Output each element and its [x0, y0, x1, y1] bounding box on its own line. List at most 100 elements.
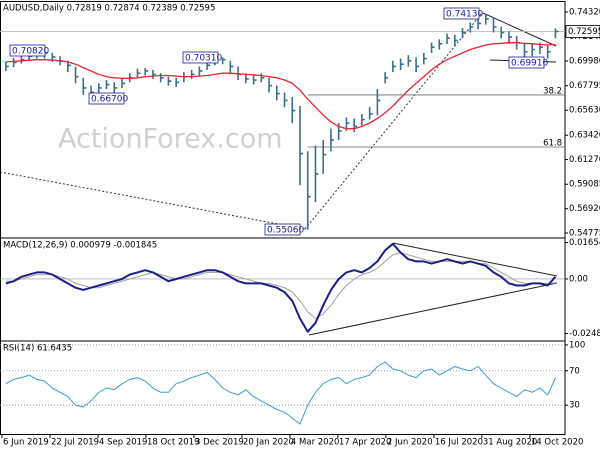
trend-line — [308, 282, 558, 336]
x-tick-label: 22 Jul 2019 — [51, 438, 99, 448]
ohlc-bar — [113, 82, 118, 93]
ohlc-bar — [453, 34, 458, 47]
y-tick-label: 30 — [569, 401, 580, 411]
ohlc-bar — [322, 139, 327, 174]
x-tick-label: 18 Oct 2019 — [147, 438, 200, 448]
ohlc-bar — [283, 92, 288, 108]
rsi-title: RSI(14) 61.6435 — [3, 344, 72, 354]
ohlc-bar — [221, 57, 226, 65]
x-tick-label: 20 Jan 2020 — [243, 438, 294, 448]
y-tick-label: 0.54775 — [569, 228, 600, 238]
ohlc-bar — [229, 60, 234, 75]
ohlc-bar — [500, 26, 505, 39]
ohlc-bar — [306, 151, 311, 230]
x-tick-label: 3 Dec 2019 — [195, 438, 244, 448]
y-tick-label: 0.59085 — [569, 180, 600, 190]
x-tick-label: 6 Jun 2019 — [3, 438, 49, 448]
ohlc-bar — [314, 145, 319, 203]
ohlc-bar — [423, 52, 427, 65]
annotation: 0.70820 — [12, 47, 49, 57]
macd-line — [5, 242, 557, 333]
x-tick-label: 31 Aug 2020 — [483, 438, 537, 448]
ohlc-bar — [361, 113, 365, 126]
trend-line — [482, 12, 557, 47]
y-tick-label: 0.01654 — [569, 238, 600, 248]
chart-title: AUDUSD,Daily 0.72819 0.72874 0.72389 0.7… — [3, 4, 215, 14]
price-bars — [5, 14, 559, 230]
fibo-label: 61.8 — [543, 138, 562, 148]
ohlc-bar — [167, 76, 172, 86]
ohlc-bar — [299, 106, 303, 186]
ohlc-bar — [438, 39, 443, 50]
ohlc-bar — [260, 73, 265, 83]
ohlc-bar — [198, 66, 203, 76]
ohlc-bar — [152, 69, 156, 79]
last-price-label: 0.72595 — [568, 27, 600, 37]
ohlc-bar — [508, 31, 512, 44]
last-price-box — [565, 25, 600, 38]
annotation: 0.55060 — [267, 226, 304, 236]
ohlc-bar — [399, 58, 404, 70]
ohlc-bar — [430, 42, 435, 53]
ohlc-bar — [477, 18, 482, 30]
ohlc-bar — [67, 60, 71, 73]
ohlc-bar — [12, 57, 17, 68]
frame — [0, 1, 566, 435]
annotation-box — [443, 7, 480, 20]
x-tick-label: 4 Mar 2020 — [291, 438, 339, 448]
y-tick-label: 0.67795 — [569, 81, 600, 91]
annotation: 0.70310 — [185, 54, 222, 64]
ohlc-bar — [376, 89, 381, 116]
ohlc-bar — [82, 77, 87, 95]
annotation-box — [88, 92, 125, 105]
annotation-box — [264, 223, 301, 236]
ohlc-bar — [531, 43, 536, 57]
annotation: 0.69910 — [511, 59, 548, 69]
y-tick-label: 0.00 — [569, 274, 588, 284]
ohlc-bar — [492, 17, 497, 33]
plot-frame — [0, 1, 566, 435]
ohlc-bar — [159, 73, 164, 83]
x-tick-label: 16 Jul 2020 — [435, 438, 483, 448]
trend-line — [304, 12, 483, 230]
ohlc-bar — [268, 77, 273, 93]
ohlc-bar — [484, 14, 489, 25]
trend-line — [392, 242, 558, 277]
ohlc-bar — [546, 44, 551, 59]
ohlc-bar — [136, 68, 141, 78]
ohlc-bar — [330, 128, 334, 152]
ohlc-bar — [5, 61, 9, 71]
y-tick-label: -0.02486 — [569, 329, 600, 339]
moving-average — [5, 42, 556, 130]
annotation: 0.74130 — [446, 10, 483, 20]
trend-lines — [0, 12, 558, 336]
macd-line — [5, 252, 556, 319]
x-tick-label: 17 Apr 2020 — [339, 438, 392, 448]
ohlc-bar — [415, 57, 420, 73]
ohlc-bar — [469, 22, 474, 33]
watermark: ActionForex.com — [58, 124, 283, 155]
ohlc-bar — [392, 60, 396, 73]
ohlc-bar — [190, 69, 195, 79]
fibo-label: 38.2 — [543, 86, 562, 96]
ohlc-bar — [74, 66, 79, 84]
ohlc-bar — [368, 107, 373, 120]
annotation-box — [9, 44, 46, 57]
ohlc-bar — [20, 55, 25, 64]
ohlc-bar — [105, 80, 110, 90]
ohlc-bar — [461, 28, 466, 39]
x-tick-label: 14 Oct 2020 — [531, 438, 584, 448]
y-tick-label: 100 — [569, 340, 585, 350]
ohlc-bar — [97, 83, 102, 94]
annotation: 0.66700 — [91, 95, 128, 105]
annotation-box — [508, 56, 545, 69]
annotation-box — [182, 51, 219, 64]
ohlc-bar — [384, 72, 389, 84]
ohlc-bar — [275, 85, 280, 101]
ohlc-bar — [252, 75, 257, 85]
